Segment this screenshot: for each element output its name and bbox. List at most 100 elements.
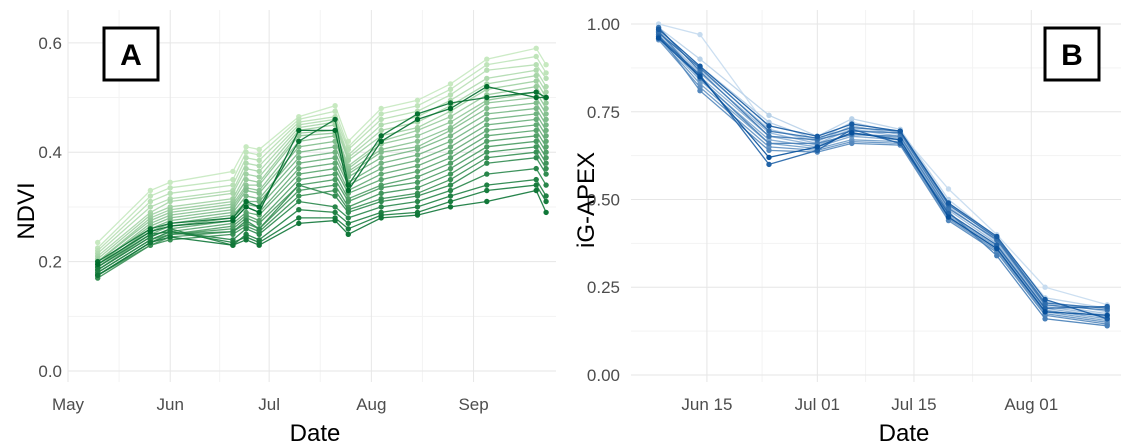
panel-a-data-point (414, 116, 421, 123)
panel-a-data-point (378, 190, 384, 196)
panel-a-data-point (378, 111, 384, 117)
panel-a-data-point (543, 122, 549, 128)
panel-a-data-point (414, 146, 421, 153)
panel-a-data-point (543, 116, 549, 123)
panel-a-data-point (230, 168, 236, 175)
panel-a-data-point (167, 179, 173, 185)
panel-a-data-point (533, 61, 539, 68)
panel-a-x-tick-label: Sep (458, 395, 488, 414)
panel-a-data-point (543, 127, 549, 134)
panel-a-data-point (447, 144, 454, 150)
panel-a-data-point (243, 198, 249, 205)
panel-a-data-point (533, 78, 539, 84)
panel-a-data-point (414, 138, 421, 144)
panel-a-y-tick-label: 0.0 (38, 362, 62, 381)
panel-b-data-point (994, 233, 1000, 240)
panel-a-data-point (414, 157, 421, 164)
panel-a-data-point (243, 149, 249, 155)
panel-a-data-point (167, 185, 173, 191)
panel-a-data-point (167, 190, 173, 196)
panel-b-data-point (1042, 309, 1048, 315)
panel-b-data-point (766, 133, 772, 139)
panel-a-data-point (543, 83, 549, 90)
panel-b-x-ticks: Jun 15 Jul 01 Jul 15 Aug 01 (681, 395, 1058, 414)
panel-a-data-point (447, 138, 454, 144)
panel-a-data-point (533, 182, 539, 188)
panel-a-data-point (243, 171, 249, 177)
panel-b-series (655, 37, 1110, 325)
panel-a-data-point (147, 204, 154, 210)
panel-a-data-point (533, 100, 539, 106)
panel-a-data-point (414, 103, 421, 109)
panel-b-series (655, 26, 1110, 315)
panel-b-data-point (766, 154, 772, 161)
panel-a-series-line (97, 157, 547, 276)
panel-a-data-point (543, 171, 549, 177)
panel-a-data-point (296, 138, 302, 144)
panel-a-data-point (484, 94, 490, 101)
panel-a-data-point (332, 103, 338, 109)
panel-a-data-point (447, 127, 454, 134)
panel-a-data-point (95, 261, 101, 268)
panel-a-data-point (533, 116, 539, 123)
panel-a-data-point (256, 152, 262, 158)
panel-a-data-point (543, 105, 549, 112)
panel-a-data-point (243, 226, 249, 232)
panel-a-series (95, 127, 549, 276)
panel-a-data-point (447, 198, 454, 205)
panel-b-data-point (897, 128, 903, 134)
panel-a-data-point (414, 163, 421, 169)
panel-a-data-point (332, 217, 338, 224)
panel-a-x-tick-label: Jun (157, 395, 184, 414)
panel-a-data-point (332, 165, 338, 172)
panel-b-y-tick-label: 1.00 (587, 15, 620, 34)
panel-a-data-point (332, 160, 338, 166)
panel-a-data-point (256, 182, 262, 188)
panel-a-data-point (332, 176, 338, 183)
panel-a-data-point (378, 116, 384, 123)
panel-a-data-point (378, 149, 384, 155)
panel-b-data-point (1104, 323, 1110, 329)
panel-a-series (95, 155, 549, 278)
panel-a-data-point (414, 198, 421, 205)
panel-a-data-point (345, 209, 351, 216)
panel-b-y-tick-label: 0.25 (587, 278, 620, 297)
panel-a: 0.0 0.2 0.4 0.6 May Jun Jul Aug Sep Date NDVI A (13, 10, 556, 445)
panel-a-data-point (414, 185, 421, 191)
panel-b-data-point (766, 147, 772, 154)
panel-b-data-point (766, 123, 772, 129)
panel-a-data-point (345, 231, 351, 237)
panel-a-data-point (447, 160, 454, 166)
panel-a-data-point (378, 155, 384, 161)
panel-b-series-line (658, 28, 1108, 313)
panel-b-series-line (658, 32, 1108, 316)
panel-a-data-point (296, 160, 302, 166)
panel-a-data-point (332, 116, 338, 123)
panel-a-data-point (378, 171, 384, 177)
panel-b-label-border (1043, 26, 1101, 82)
panel-b-data-point (697, 31, 703, 38)
panel-b-series-line (658, 27, 1108, 311)
panel-a-data-point (447, 165, 454, 172)
panel-b: 0.00 0.25 0.50 0.75 1.00 Jun 15 Jul 01 Jul 15 A… (573, 10, 1121, 445)
panel-a-data-point (414, 174, 421, 180)
panel-a-data-point (484, 187, 490, 194)
panel-a-data-point (256, 231, 262, 237)
panel-a-x-ticks: May Jun Jul Aug Sep (52, 395, 489, 414)
panel-a-data-point (296, 198, 302, 205)
panel-b-data-point (849, 121, 855, 127)
panel-b-series-line (658, 34, 1108, 318)
panel-a-data-point (447, 100, 454, 106)
panel-b-data-point (655, 26, 662, 32)
panel-a-data-point (256, 146, 262, 153)
panel-a-data-point (296, 193, 302, 199)
panel-b-data-point (1104, 303, 1110, 310)
panel-a-data-point (484, 127, 490, 134)
panel-a-data-point (447, 114, 454, 120)
panel-a-data-point (533, 53, 539, 60)
panel-b-series-line (658, 30, 1108, 315)
panel-a-data-point (243, 237, 249, 243)
panel-b-series-line (658, 23, 1108, 306)
panel-a-data-point (484, 122, 490, 128)
panel-a-data-point (332, 144, 338, 150)
